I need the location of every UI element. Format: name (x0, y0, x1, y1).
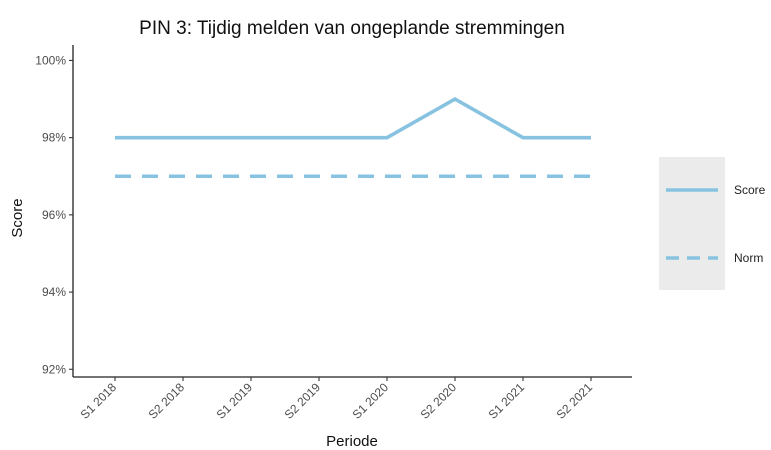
legend: Score Norm (659, 157, 766, 290)
y-tick-label: 100% (35, 53, 66, 67)
x-tick-label: S2 2020 (418, 380, 460, 422)
legend-background (659, 157, 725, 290)
series-layer (115, 96, 591, 179)
x-tick-label: S1 2021 (486, 380, 528, 422)
axes (72, 45, 632, 378)
x-axis-title: Periode (326, 433, 378, 450)
y-tick-label: 96% (42, 208, 66, 222)
chart-title: PIN 3: Tijdig melden van ongeplande stre… (139, 18, 565, 39)
x-tick-label: S1 2020 (350, 380, 392, 422)
y-axis-title: Score (9, 198, 26, 237)
legend-label-score: Score (734, 183, 766, 197)
x-tick-label: S2 2018 (146, 380, 188, 422)
y-tick-label: 94% (42, 285, 66, 299)
y-ticks: 92% 94% 96% 98% 100% (35, 53, 73, 376)
x-tick-label: S1 2018 (78, 380, 120, 422)
series-line-score (115, 96, 591, 140)
x-tick-label: S1 2019 (214, 380, 256, 422)
y-tick-label: 92% (42, 362, 66, 376)
x-tick-label: S2 2019 (282, 380, 324, 422)
legend-label-norm: Norm (734, 251, 763, 265)
y-tick-label: 98% (42, 131, 66, 145)
x-tick-label: S2 2021 (554, 380, 596, 422)
x-ticks: S1 2018 S2 2018 S1 2019 S2 2019 S1 2020 S2 20… (78, 377, 596, 422)
